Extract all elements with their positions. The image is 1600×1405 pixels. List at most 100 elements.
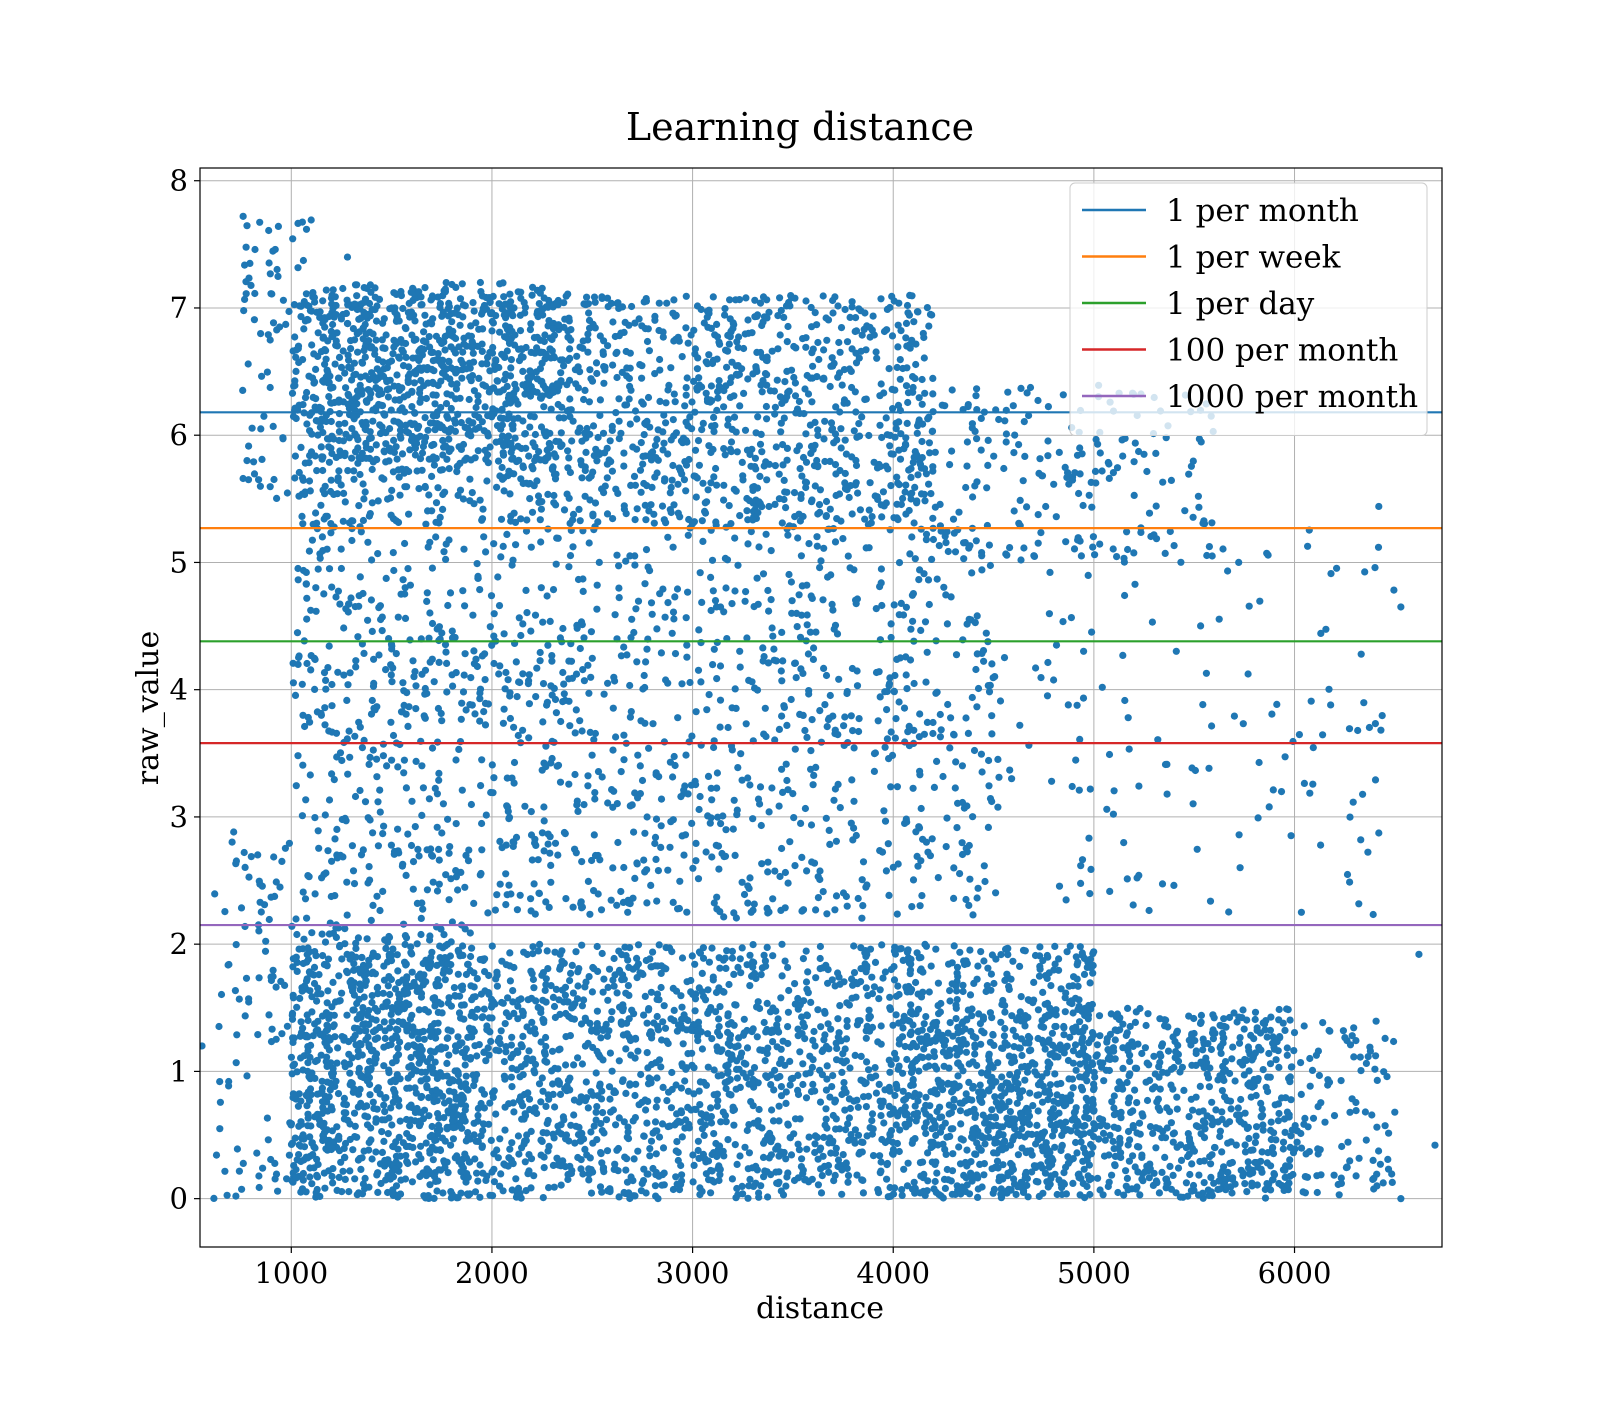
data-point [778, 400, 785, 407]
data-point [713, 989, 720, 996]
data-point [1106, 1179, 1113, 1186]
data-point [1085, 1054, 1092, 1061]
data-point [444, 1035, 451, 1042]
data-point [1081, 971, 1088, 978]
data-point [803, 1094, 810, 1101]
data-point [1331, 1172, 1338, 1179]
data-point [1100, 1077, 1107, 1084]
data-point [1305, 1123, 1312, 1130]
data-point [514, 1049, 521, 1056]
data-point [990, 1190, 997, 1197]
data-point [909, 1021, 916, 1028]
data-point [809, 1064, 816, 1071]
data-point [284, 1023, 291, 1030]
data-point [1288, 1063, 1295, 1070]
data-point [1153, 1098, 1160, 1105]
data-point [524, 1089, 531, 1096]
data-point [702, 996, 709, 1003]
data-point [561, 506, 568, 513]
data-point [928, 963, 935, 970]
data-point [733, 1057, 740, 1064]
data-point [1306, 1055, 1313, 1062]
data-point [454, 1111, 461, 1118]
data-point [675, 1118, 682, 1125]
data-point [817, 486, 824, 493]
data-point [368, 1015, 375, 1022]
data-point [828, 1083, 835, 1090]
data-point [262, 948, 269, 955]
data-point [863, 1058, 870, 1065]
data-point [988, 971, 995, 978]
data-point [727, 328, 734, 335]
data-point [303, 1188, 310, 1195]
data-point [1070, 1155, 1077, 1162]
data-point [1124, 1005, 1131, 1012]
data-point [1193, 1050, 1200, 1057]
data-point [878, 941, 885, 948]
data-point [1070, 1084, 1077, 1091]
data-point [532, 997, 539, 1004]
data-point [1346, 1157, 1353, 1164]
data-point [586, 973, 593, 980]
data-point [481, 1006, 488, 1013]
data-point [674, 1028, 681, 1035]
data-point [897, 356, 904, 363]
data-point [898, 1107, 905, 1114]
data-point [632, 1114, 639, 1121]
data-point [399, 1019, 406, 1026]
data-point [502, 1043, 509, 1050]
data-point [1220, 1015, 1227, 1022]
data-point [1022, 1171, 1029, 1178]
data-point [624, 1030, 631, 1037]
data-point [805, 989, 812, 996]
data-point [606, 966, 613, 973]
data-point [1036, 973, 1043, 980]
data-point [1269, 1144, 1276, 1151]
data-point [727, 1091, 734, 1098]
data-point [690, 1090, 697, 1097]
data-point [1001, 1032, 1008, 1039]
data-point [582, 1097, 589, 1104]
data-point [1350, 1024, 1357, 1031]
data-point [776, 1073, 783, 1080]
data-point [273, 984, 280, 991]
data-point [967, 1158, 974, 1165]
data-point [1062, 1044, 1069, 1051]
data-point [1144, 1010, 1151, 1017]
data-point [443, 1060, 450, 1067]
data-point [1385, 1130, 1392, 1137]
data-point [997, 1190, 1004, 1197]
data-point [506, 1013, 513, 1020]
data-point [481, 1091, 488, 1098]
data-point [626, 395, 633, 402]
data-point [895, 1066, 902, 1073]
data-point [288, 1141, 295, 1148]
data-point [507, 364, 514, 371]
data-point [1061, 1181, 1068, 1188]
data-point [949, 1125, 956, 1132]
data-point [1253, 1159, 1260, 1166]
data-point [594, 1008, 601, 1015]
data-point [727, 315, 734, 322]
data-point [723, 1118, 730, 1125]
data-point [1084, 1008, 1091, 1015]
data-point [985, 1052, 992, 1059]
data-point [564, 1083, 571, 1090]
data-point [944, 1166, 951, 1173]
data-point [405, 511, 412, 518]
data-point [1025, 1108, 1032, 1115]
data-point [884, 1160, 891, 1167]
data-point [1163, 1104, 1170, 1111]
data-point [1230, 1009, 1237, 1016]
data-point [421, 960, 428, 967]
data-point [351, 1133, 358, 1140]
data-point [1276, 1006, 1283, 1013]
data-point [1055, 967, 1062, 974]
data-point [696, 462, 703, 469]
data-point [1218, 1050, 1225, 1057]
data-point [312, 509, 319, 516]
data-point [1298, 1145, 1305, 1152]
data-point [498, 516, 505, 523]
data-point [842, 306, 849, 313]
data-point [1114, 1125, 1121, 1132]
